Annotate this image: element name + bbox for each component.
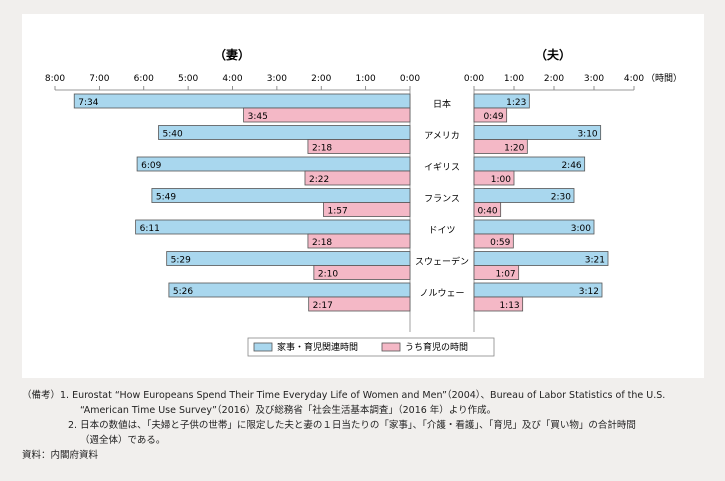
wife-childcare-bar: [323, 202, 411, 217]
wife-childcare-label: 1:57: [327, 207, 347, 217]
wife-housework-label: 6:11: [140, 224, 160, 234]
source-note: 資料：内閣府資料: [22, 450, 99, 461]
wife-childcare-label: 2:18: [312, 238, 332, 248]
wife-childcare-label: 2:17: [313, 301, 333, 311]
husband-axis-unit: （時間）: [646, 73, 682, 84]
category-label: 日本: [433, 98, 451, 110]
category-label: ドイツ: [428, 226, 455, 236]
husband-housework-bar: [473, 156, 586, 172]
husband-housework-label: 3:12: [579, 287, 599, 297]
notes: （備考）1. Eurostat “How Europeans Spend The…: [22, 388, 722, 463]
wife-tick-label: 4:00: [222, 74, 242, 84]
wife-tick-label: 1:00: [356, 74, 376, 84]
wife-tick-label: 0:00: [400, 74, 420, 84]
legend-label-housework: 家事・育児関連時間: [277, 341, 358, 353]
category-label: ノルウェー: [419, 288, 464, 299]
husband-childcare-bar: [473, 202, 502, 217]
wife-tick-label: 8:00: [45, 74, 65, 84]
husband-housework-bar: [473, 282, 603, 298]
husband-tick-label: 3:00: [584, 74, 604, 84]
husband-housework-bar: [473, 125, 602, 140]
husband-childcare-label: 1:00: [491, 175, 511, 185]
wife-housework-bar: [151, 188, 411, 203]
husband-childcare-label: 0:40: [477, 207, 497, 217]
note-line-4: （週全体）である。: [80, 435, 166, 446]
note-line-1: （備考）1. Eurostat “How Europeans Spend The…: [22, 390, 666, 401]
husband-housework-label: 2:30: [551, 193, 571, 203]
wife-childcare-label: 2:22: [309, 175, 329, 185]
wife-childcare-bar: [307, 233, 411, 249]
wife-housework-bar: [136, 156, 411, 172]
wife-housework-label: 6:09: [141, 161, 161, 171]
husband-tick-label: 1:00: [504, 74, 524, 84]
husband-housework-label: 2:46: [561, 161, 581, 171]
wife-tick-label: 2:00: [311, 74, 331, 84]
wife-childcare-label: 2:18: [312, 144, 332, 154]
wife-tick-label: 3:00: [267, 74, 287, 84]
wife-housework-label: 5:40: [163, 130, 183, 140]
wife-housework-bar: [168, 282, 411, 298]
wife-housework-bar: [166, 251, 411, 266]
category-label: アメリカ: [424, 131, 460, 142]
wife-childcare-bar: [307, 139, 411, 154]
wife-childcare-bar: [304, 170, 411, 186]
husband-childcare-label: 0:49: [483, 112, 503, 122]
category-label: フランス: [424, 194, 460, 205]
legend-swatch-childcare: [381, 342, 401, 352]
legend-swatch-housework: [253, 342, 273, 352]
husband-housework-bar: [473, 251, 609, 266]
wife-housework-label: 5:29: [171, 256, 191, 266]
husband-housework-bar: [473, 219, 595, 235]
note-line-2: “American Time Use Survey”（2016）及び総務省「社会…: [80, 405, 497, 416]
wife-childcare-bar: [308, 296, 411, 312]
wife-panel-title: （妻）: [214, 47, 250, 62]
wife-childcare-label: 2:10: [318, 270, 338, 280]
husband-childcare-label: 1:20: [504, 144, 524, 154]
husband-childcare-bar: [473, 139, 528, 154]
legend-box: [247, 337, 495, 357]
husband-childcare-bar: [473, 170, 515, 186]
husband-housework-label: 3:21: [585, 256, 605, 266]
chart-panel: （妻） （夫） 8:00 7:00 6:00 5:00 4:00 3:00 2:00 1:00 0:…: [22, 14, 704, 378]
husband-tick-label: 2:00: [544, 74, 564, 84]
wife-tick-label: 7:00: [89, 74, 109, 84]
note-line-3: 2. 日本の数値は、「夫婦と子供の世帯」に限定した夫と妻の１日当たりの「家事」、…: [68, 420, 636, 431]
husband-tick-label: 4:00: [624, 74, 644, 84]
husband-childcare-bar: [473, 107, 508, 123]
chart-svg: （妻） （夫） 8:00 7:00 6:00 5:00 4:00 3:00 2:00 1:00 0:…: [45, 47, 682, 357]
legend-label-childcare: うち育児の時間: [405, 341, 468, 353]
husband-childcare-label: 1:13: [499, 301, 519, 311]
category-label: スウェーデン: [415, 256, 469, 268]
wife-housework-label: 7:34: [78, 98, 98, 108]
wife-childcare-label: 3:45: [248, 112, 268, 122]
husband-tick-label: 0:00: [464, 74, 484, 84]
husband-childcare-bar: [473, 296, 524, 312]
wife-housework-bar: [135, 219, 411, 235]
husband-housework-label: 3:10: [577, 130, 597, 140]
wife-tick-label: 5:00: [178, 74, 198, 84]
husband-housework-bar: [473, 188, 575, 203]
husband-childcare-bar: [473, 233, 514, 249]
wife-housework-bar: [73, 93, 411, 109]
husband-housework-label: 3:00: [571, 224, 591, 234]
husband-childcare-label: 0:59: [490, 238, 510, 248]
wife-childcare-bar: [243, 107, 411, 123]
wife-tick-label: 6:00: [134, 74, 154, 84]
husband-childcare-bar: [473, 265, 520, 280]
wife-housework-label: 5:26: [173, 287, 193, 297]
wife-housework-label: 5:49: [156, 193, 176, 203]
husband-housework-label: 1:23: [506, 98, 526, 108]
husband-childcare-label: 1:07: [495, 270, 515, 280]
wife-childcare-bar: [313, 265, 411, 280]
husband-panel-title: （夫）: [535, 47, 571, 62]
category-label: イギリス: [424, 162, 460, 173]
wife-housework-bar: [158, 125, 411, 140]
